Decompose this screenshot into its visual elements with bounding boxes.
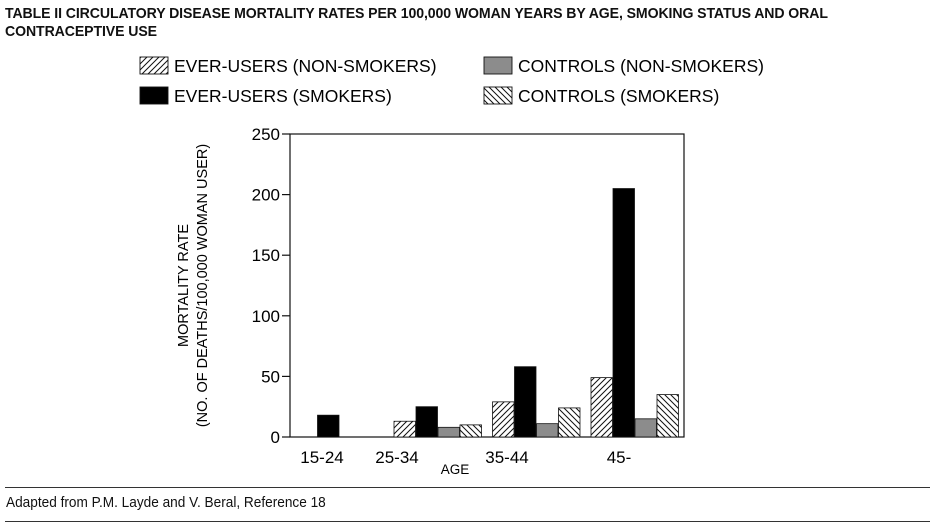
bar (437, 426, 460, 438)
bars (317, 188, 679, 438)
y-axis-label: (NO. OF DEATHS/100,000 WOMAN USER) (195, 144, 211, 427)
bar (393, 420, 416, 438)
axes: 0 50 100 150 200 250 MORTALITY RATE (NO. OF DEA… (176, 125, 685, 477)
legend-swatch (483, 86, 513, 105)
bar (415, 406, 438, 438)
chart-title: TABLE II CIRCULATORY DISEASE MORTALITY R… (5, 5, 828, 40)
legend: EVER-USERS (NON-SMOKERS) CONTROLS (NON-SM… (139, 56, 764, 106)
bar (656, 394, 679, 438)
x-axis-label: AGE (441, 462, 470, 477)
bottom-divider (5, 521, 930, 522)
legend-swatch (139, 86, 169, 105)
bar (558, 407, 581, 438)
source-note: Adapted from P.M. Layde and V. Beral, Re… (6, 495, 326, 511)
bar (634, 418, 657, 438)
bar (612, 188, 635, 438)
legend-label: CONTROLS (SMOKERS) (518, 86, 719, 106)
legend-label: EVER-USERS (SMOKERS) (174, 86, 392, 106)
y-tick-label: 250 (252, 125, 280, 144)
legend-label: CONTROLS (NON-SMOKERS) (518, 56, 764, 76)
plot-frame (289, 133, 685, 438)
bar (514, 366, 537, 438)
bar (536, 423, 559, 438)
bar-chart: EVER-USERS (NON-SMOKERS) CONTROLS (NON-SM… (139, 56, 764, 477)
x-tick-label: 25-34 (375, 448, 418, 467)
bar (590, 377, 613, 438)
x-tick-label: 15-24 (300, 448, 343, 467)
legend-swatch (139, 56, 169, 75)
x-tick-label: 45- (607, 448, 632, 467)
y-axis-label: MORTALITY RATE (176, 224, 192, 347)
legend-swatch (483, 56, 513, 75)
bar (492, 401, 515, 438)
bar (459, 424, 482, 438)
y-tick-label: 150 (252, 246, 280, 265)
legend-label: EVER-USERS (NON-SMOKERS) (174, 56, 437, 76)
footer-divider (5, 487, 930, 488)
y-tick-label: 0 (271, 428, 280, 447)
y-tick-label: 100 (252, 307, 280, 326)
y-tick-label: 200 (252, 186, 280, 205)
x-tick-label: 35-44 (485, 448, 528, 467)
y-tick-label: 50 (261, 367, 280, 386)
bar (317, 414, 340, 438)
